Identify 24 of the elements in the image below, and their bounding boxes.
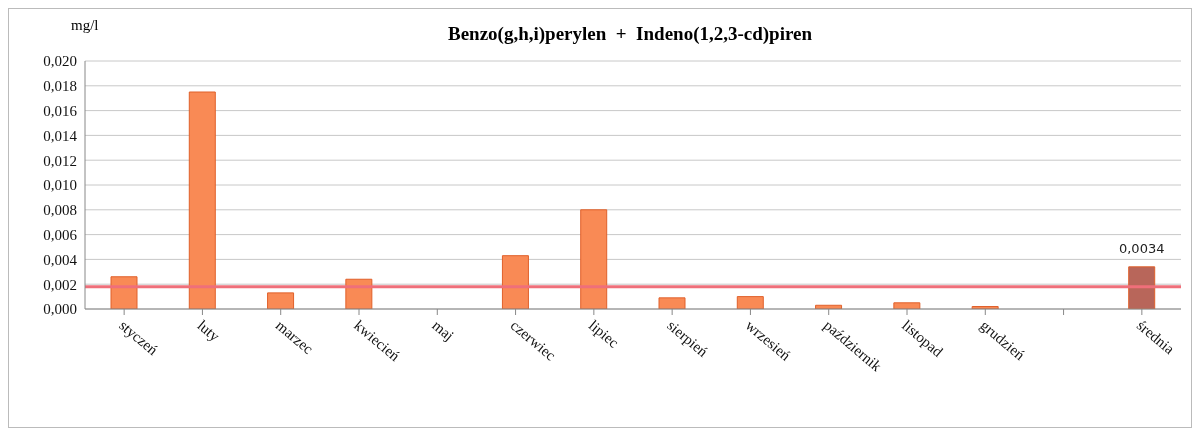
- y-tick-label: 0,014: [43, 127, 78, 144]
- data-label: 0,0034: [1118, 240, 1165, 256]
- y-tick-label: 0,002: [43, 276, 77, 293]
- chart-title: Benzo(g,h,i)perylen + Indeno(1,2,3-cd)piren: [447, 23, 813, 44]
- y-axis-title: mg/l: [71, 17, 99, 34]
- bar: [580, 209, 608, 309]
- y-tick-label: 0,004: [43, 251, 78, 268]
- y-tick-label: 0,006: [43, 226, 78, 243]
- bar: [736, 296, 764, 309]
- bar: [658, 297, 686, 309]
- x-tick-label: maj: [429, 317, 457, 344]
- y-tick-label: 0,018: [43, 78, 77, 95]
- bar: [188, 91, 216, 309]
- bar: [1128, 266, 1156, 309]
- y-tick-label: 0,012: [43, 152, 77, 169]
- x-tick-label: luty: [194, 317, 224, 345]
- y-tick-label: 0,010: [43, 177, 77, 194]
- bar: [501, 255, 529, 309]
- bar: [267, 292, 295, 309]
- bar: [893, 302, 921, 309]
- y-tick-label: 0,008: [43, 202, 77, 219]
- y-tick-label: 0,000: [43, 301, 77, 318]
- y-tick-label: 0,016: [43, 102, 78, 119]
- y-tick-label: 0,020: [43, 53, 77, 70]
